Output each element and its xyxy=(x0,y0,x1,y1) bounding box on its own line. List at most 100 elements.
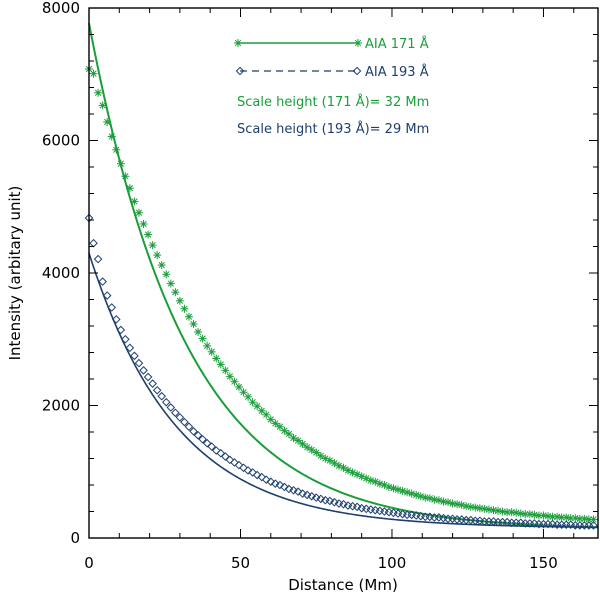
data-point-171 xyxy=(103,117,112,126)
legend-171-marker xyxy=(234,39,242,47)
data-point-171 xyxy=(462,502,471,511)
data-point-171 xyxy=(330,459,339,468)
data-layer xyxy=(84,23,599,530)
data-point-171 xyxy=(121,172,130,181)
data-point-171 xyxy=(189,320,198,329)
x-tick-label: 100 xyxy=(378,554,407,572)
data-point-193 xyxy=(293,487,303,496)
data-point-171 xyxy=(280,426,289,435)
legend-193-marker xyxy=(352,66,362,76)
data-point-193 xyxy=(339,499,348,509)
data-point-193 xyxy=(175,413,185,422)
data-point-171 xyxy=(448,499,457,508)
data-point-193 xyxy=(143,372,153,382)
data-point-171 xyxy=(389,484,398,493)
data-point-193 xyxy=(248,468,257,477)
y-tick-label: 2000 xyxy=(42,397,80,415)
data-point-193 xyxy=(148,379,157,388)
data-point-171 xyxy=(425,494,434,503)
data-point-193 xyxy=(234,460,244,470)
data-point-171 xyxy=(298,439,307,448)
data-point-193 xyxy=(116,325,126,335)
data-point-193 xyxy=(161,397,171,407)
data-point-193 xyxy=(325,496,335,506)
data-point-193 xyxy=(275,480,285,490)
data-point-171 xyxy=(130,197,139,206)
data-point-193 xyxy=(239,463,248,473)
series-171-points xyxy=(85,64,598,524)
data-point-193 xyxy=(180,417,189,427)
data-point-171 xyxy=(162,270,171,279)
data-point-171 xyxy=(484,505,493,514)
data-point-171 xyxy=(221,366,230,375)
data-point-193 xyxy=(284,484,294,494)
data-point-193 xyxy=(280,482,289,492)
data-point-171 xyxy=(225,372,234,381)
data-point-193 xyxy=(198,434,207,444)
data-point-193 xyxy=(189,427,198,436)
series-193-points xyxy=(84,213,598,530)
data-point-193 xyxy=(289,485,298,495)
data-point-193 xyxy=(102,291,112,300)
x-tick-label: 150 xyxy=(529,554,558,572)
data-point-193 xyxy=(352,502,362,512)
data-point-193 xyxy=(202,438,212,448)
data-point-193 xyxy=(157,391,167,401)
data-point-193 xyxy=(302,490,312,500)
data-point-171 xyxy=(434,496,443,505)
data-point-171 xyxy=(207,347,216,356)
y-tick-label: 6000 xyxy=(42,132,80,150)
data-point-193 xyxy=(121,334,130,344)
data-point-171 xyxy=(212,354,221,363)
data-point-193 xyxy=(193,431,203,440)
data-point-193 xyxy=(207,442,217,451)
data-point-193 xyxy=(98,277,107,286)
data-point-193 xyxy=(134,358,144,368)
data-point-193 xyxy=(230,458,239,467)
data-point-171 xyxy=(316,451,325,460)
data-point-171 xyxy=(271,419,280,428)
data-point-171 xyxy=(289,433,298,442)
data-point-171 xyxy=(412,490,421,499)
y-tick-label: 0 xyxy=(70,529,80,547)
data-point-193 xyxy=(216,448,226,458)
data-point-193 xyxy=(125,343,135,353)
data-point-171 xyxy=(294,436,303,445)
tick-layer: 0 50 100 150 0 2000 4000 6000 8000 xyxy=(42,0,598,572)
data-point-171 xyxy=(525,510,534,519)
data-point-171 xyxy=(171,288,180,297)
scale-height-193-annotation: Scale height (193 Å)= 29 Mm xyxy=(237,121,429,137)
data-point-171 xyxy=(116,159,125,168)
data-point-171 xyxy=(139,219,148,228)
data-point-193 xyxy=(307,491,316,501)
data-point-171 xyxy=(94,88,103,97)
data-point-171 xyxy=(307,445,316,454)
data-point-171 xyxy=(194,327,203,336)
data-point-171 xyxy=(198,334,207,343)
data-point-171 xyxy=(134,208,143,217)
data-point-171 xyxy=(303,443,312,452)
plot-frame xyxy=(88,7,599,539)
legend-193-label: AIA 193 Å xyxy=(365,64,429,80)
data-point-193 xyxy=(271,479,280,488)
data-point-171 xyxy=(216,360,225,369)
data-point-193 xyxy=(298,489,307,498)
data-point-171 xyxy=(89,69,98,78)
legend-193-marker xyxy=(235,66,245,76)
data-point-171 xyxy=(325,456,334,465)
data-point-171 xyxy=(339,463,348,472)
data-point-171 xyxy=(203,341,212,350)
y-tick-label: 4000 xyxy=(42,264,80,282)
data-point-171 xyxy=(534,511,543,520)
data-point-193 xyxy=(221,452,230,461)
x-axis-label: Distance (Mm) xyxy=(288,576,398,594)
data-point-193 xyxy=(111,315,121,324)
data-point-193 xyxy=(330,497,339,507)
data-point-171 xyxy=(275,422,284,431)
fit-curve-193 xyxy=(88,252,599,529)
data-point-193 xyxy=(184,422,194,432)
data-point-193 xyxy=(225,455,235,465)
data-point-193 xyxy=(130,351,139,361)
data-point-171 xyxy=(112,145,121,154)
